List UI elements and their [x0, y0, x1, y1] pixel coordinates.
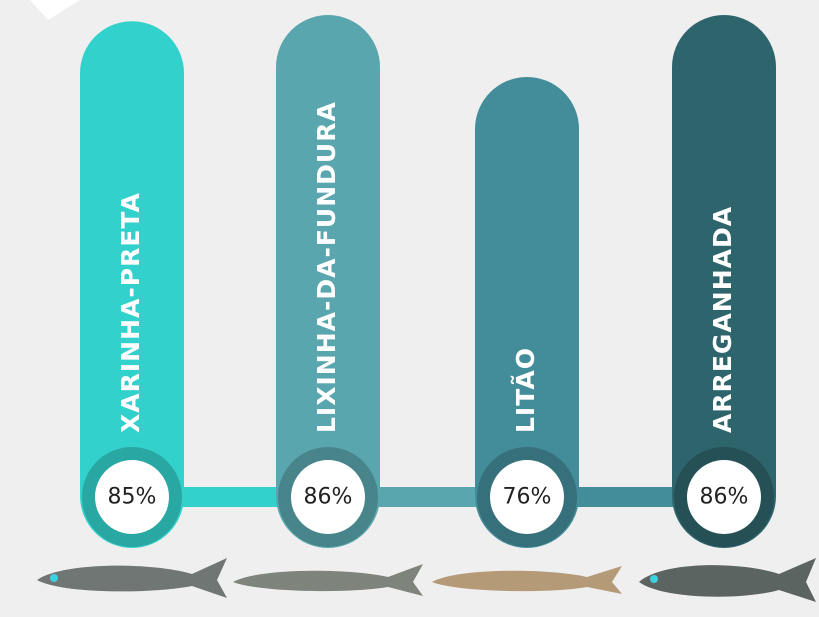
- category-label: XARINHA-PRETA: [116, 192, 145, 433]
- category-label: ARREGANHADA: [708, 206, 737, 433]
- bar: [80, 21, 184, 548]
- fish-illustrations: [37, 558, 816, 602]
- fish: [639, 558, 816, 602]
- corner-marker: [30, 0, 80, 20]
- category-label: LITÃO: [511, 347, 540, 433]
- category-label: LIXINHA-DA-FUNDURA: [312, 101, 341, 433]
- value-badge: [687, 460, 761, 534]
- value-label: 85%: [108, 485, 157, 510]
- bar: [475, 76, 579, 548]
- fish: [233, 564, 423, 596]
- fish: [37, 558, 227, 598]
- fish: [432, 566, 622, 594]
- bar: [672, 15, 776, 548]
- value-label: 86%: [700, 485, 749, 510]
- value-badge: [490, 460, 564, 534]
- value-badge: [95, 460, 169, 534]
- value-label: 76%: [503, 485, 552, 510]
- value-badge: [291, 460, 365, 534]
- bar: [276, 15, 380, 548]
- value-label: 86%: [304, 485, 353, 510]
